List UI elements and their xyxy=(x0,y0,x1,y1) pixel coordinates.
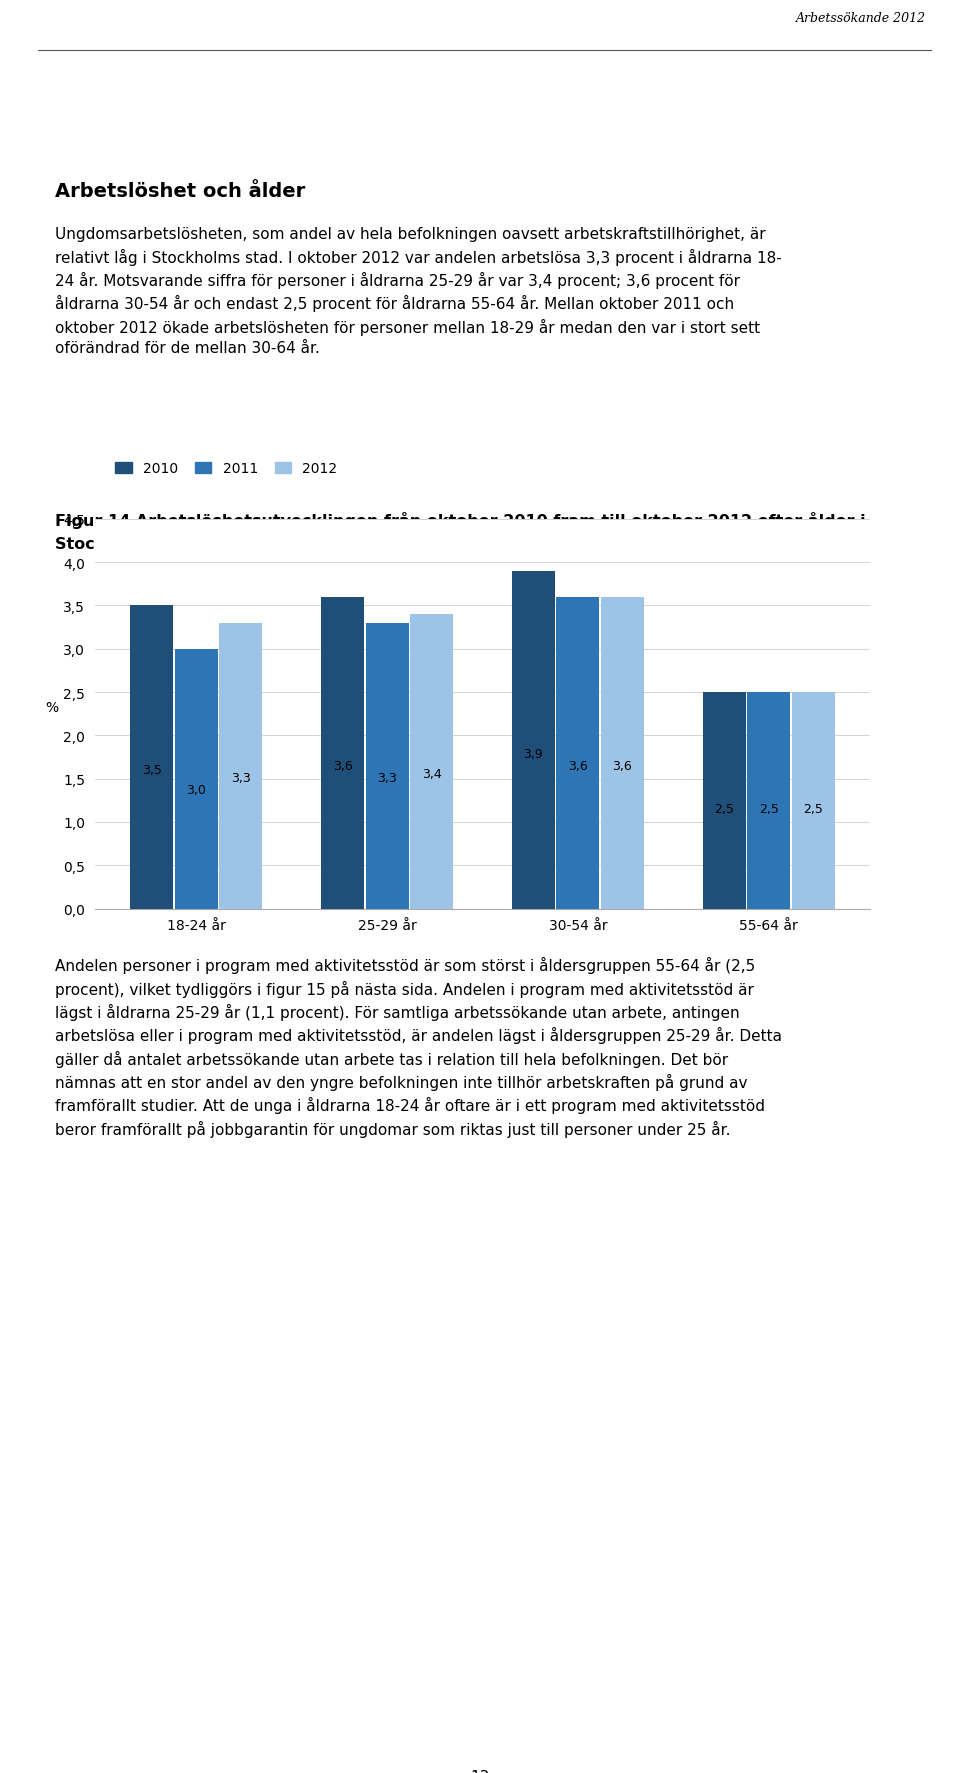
Text: 3,9: 3,9 xyxy=(523,746,543,761)
Text: 3,3: 3,3 xyxy=(377,771,397,784)
Bar xyxy=(703,693,746,910)
Text: Arbetslöshet och ålder: Arbetslöshet och ålder xyxy=(55,183,305,202)
Bar xyxy=(175,649,218,910)
Bar xyxy=(131,606,174,910)
Text: Ungdomsarbetslösheten, som andel av hela befolkningen oavsett arbetskraftstillhö: Ungdomsarbetslösheten, som andel av hela… xyxy=(55,227,781,356)
Text: 3,6: 3,6 xyxy=(612,759,633,773)
Bar xyxy=(747,693,790,910)
Text: 3,0: 3,0 xyxy=(186,784,206,796)
Text: 13: 13 xyxy=(470,1769,490,1773)
Text: 3,6: 3,6 xyxy=(568,759,588,773)
Text: 2,5: 2,5 xyxy=(804,803,823,816)
Bar xyxy=(601,598,644,910)
Text: Figur 14 Arbetslöshetsutvecklingen från oktober 2010 fram till oktober 2012 efte: Figur 14 Arbetslöshetsutvecklingen från … xyxy=(55,512,866,551)
Text: Andelen personer i program med aktivitetsstöd är som störst i åldersgruppen 55-6: Andelen personer i program med aktivitet… xyxy=(55,957,782,1136)
Bar xyxy=(321,598,364,910)
Text: 2,5: 2,5 xyxy=(714,803,734,816)
Text: 3,4: 3,4 xyxy=(421,768,442,780)
Bar xyxy=(792,693,835,910)
Bar xyxy=(512,571,555,910)
Legend: 2010, 2011, 2012: 2010, 2011, 2012 xyxy=(109,456,343,480)
Bar xyxy=(366,624,409,910)
Bar xyxy=(556,598,599,910)
Text: 2,5: 2,5 xyxy=(758,803,779,816)
Y-axis label: %: % xyxy=(46,700,59,715)
Bar xyxy=(410,615,453,910)
Text: 3,6: 3,6 xyxy=(333,759,352,773)
Bar xyxy=(219,624,262,910)
Text: 3,5: 3,5 xyxy=(142,762,161,777)
Text: 3,3: 3,3 xyxy=(231,771,251,784)
Text: Arbetssökande 2012: Arbetssökande 2012 xyxy=(796,12,926,25)
